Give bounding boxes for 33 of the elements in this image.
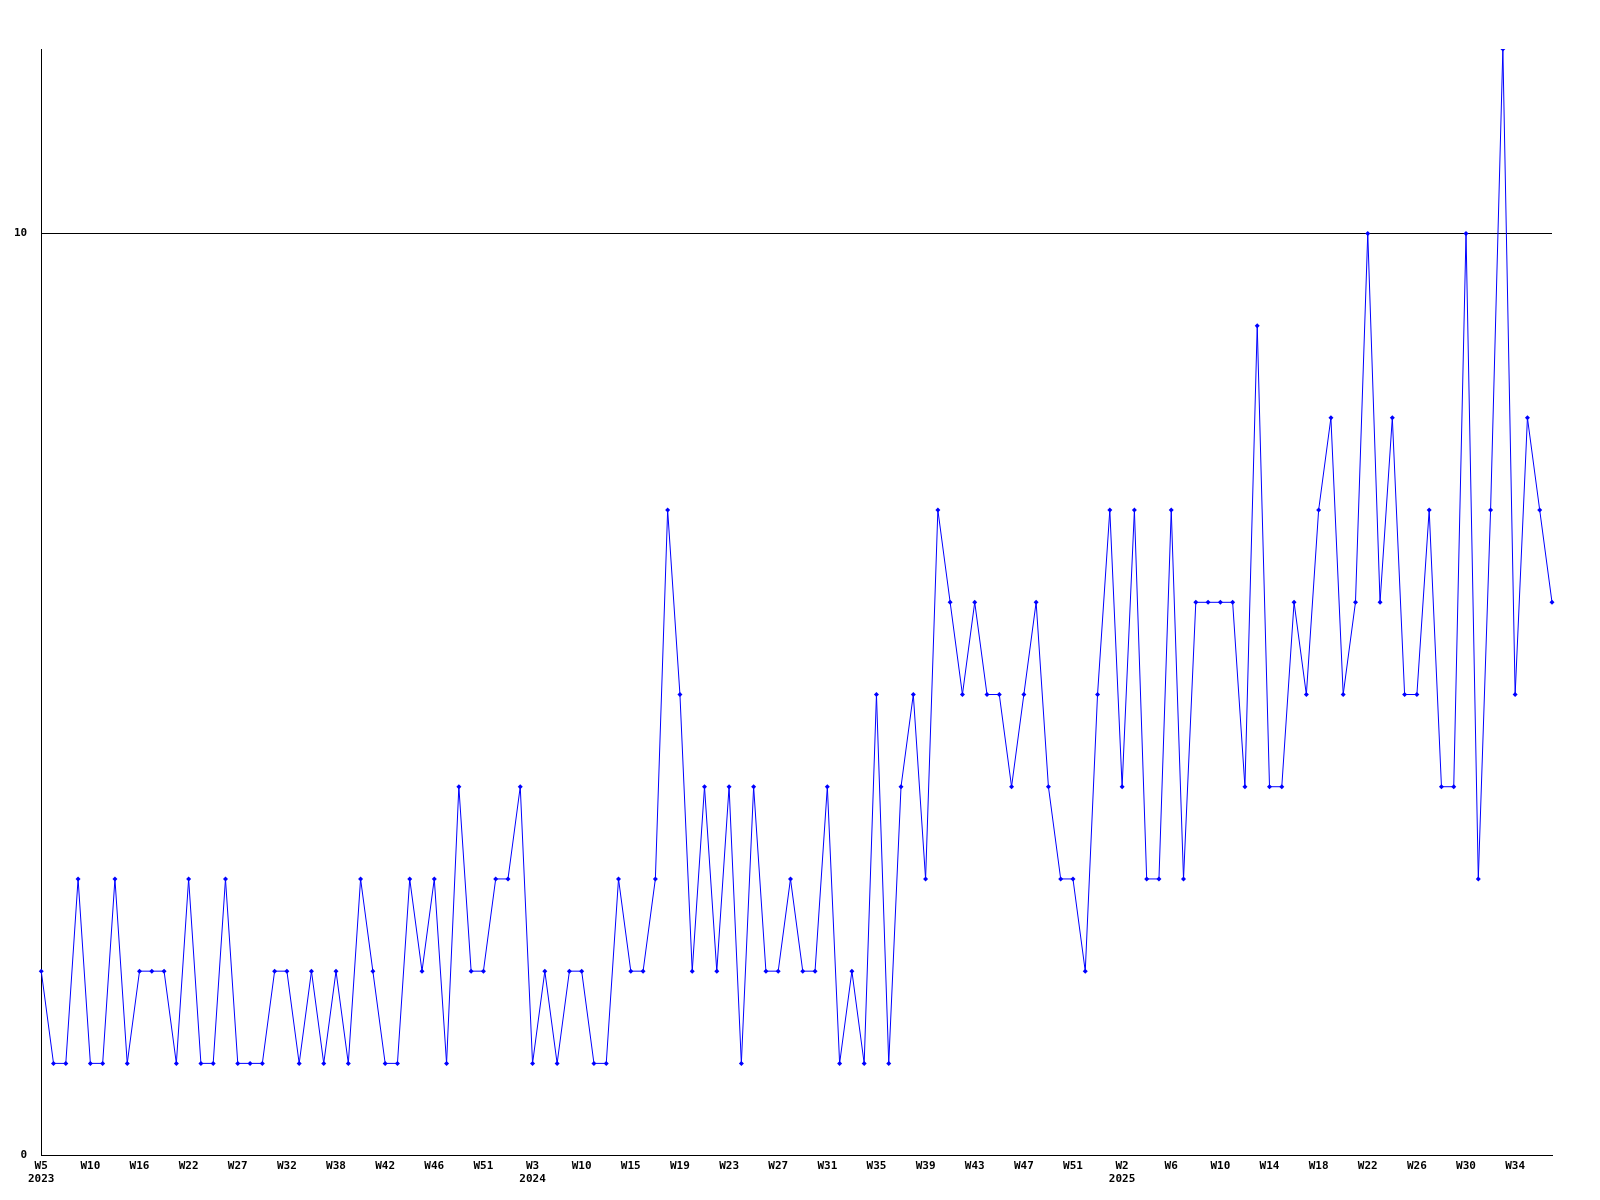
x-tick-label: W38 (326, 1159, 346, 1173)
x-tick-label: W43 (964, 1159, 985, 1173)
x-tick-label: W47 (1013, 1159, 1034, 1173)
x-tick-label: W22 (1357, 1159, 1378, 1173)
x-tick-label: W2 2025 (1108, 1159, 1136, 1186)
x-tick-label: W32 (276, 1159, 297, 1173)
x-tick-label: W23 (719, 1159, 740, 1173)
x-tick-label: W10 (1210, 1159, 1231, 1173)
x-tick-label: W10 (571, 1159, 592, 1173)
x-tick-label: W14 (1259, 1159, 1280, 1173)
x-tick-label: W27 (227, 1159, 248, 1173)
x-tick-label: W39 (915, 1159, 936, 1173)
x-tick-label: W31 (817, 1159, 838, 1173)
x-tick-label: W46 (424, 1159, 445, 1173)
x-tick-label: W6 (1164, 1159, 1179, 1173)
x-tick-label: W51 (473, 1159, 494, 1173)
x-tick-label: W34 (1505, 1159, 1526, 1173)
x-tick-label: W18 (1308, 1159, 1329, 1173)
x-tick-label: W3 2024 (519, 1159, 547, 1186)
x-tick-label: W15 (620, 1159, 641, 1173)
x-tick-label: W35 (866, 1159, 887, 1173)
x-tick-label: W30 (1456, 1159, 1476, 1173)
y-tick-label: 10 (14, 226, 28, 240)
x-tick-label: W5 2023 (28, 1159, 55, 1186)
x-tick-label: W22 (178, 1159, 199, 1173)
x-tick-label: W27 (768, 1159, 789, 1173)
y-tick-label: 0 (20, 1148, 28, 1162)
x-tick-label: W16 (129, 1159, 150, 1173)
x-tick-label: W42 (375, 1159, 396, 1173)
x-tick-label: W10 (80, 1159, 101, 1173)
x-tick-label: W51 (1063, 1159, 1084, 1173)
x-tick-label: W26 (1406, 1159, 1428, 1173)
x-tick-label: W19 (670, 1159, 690, 1173)
